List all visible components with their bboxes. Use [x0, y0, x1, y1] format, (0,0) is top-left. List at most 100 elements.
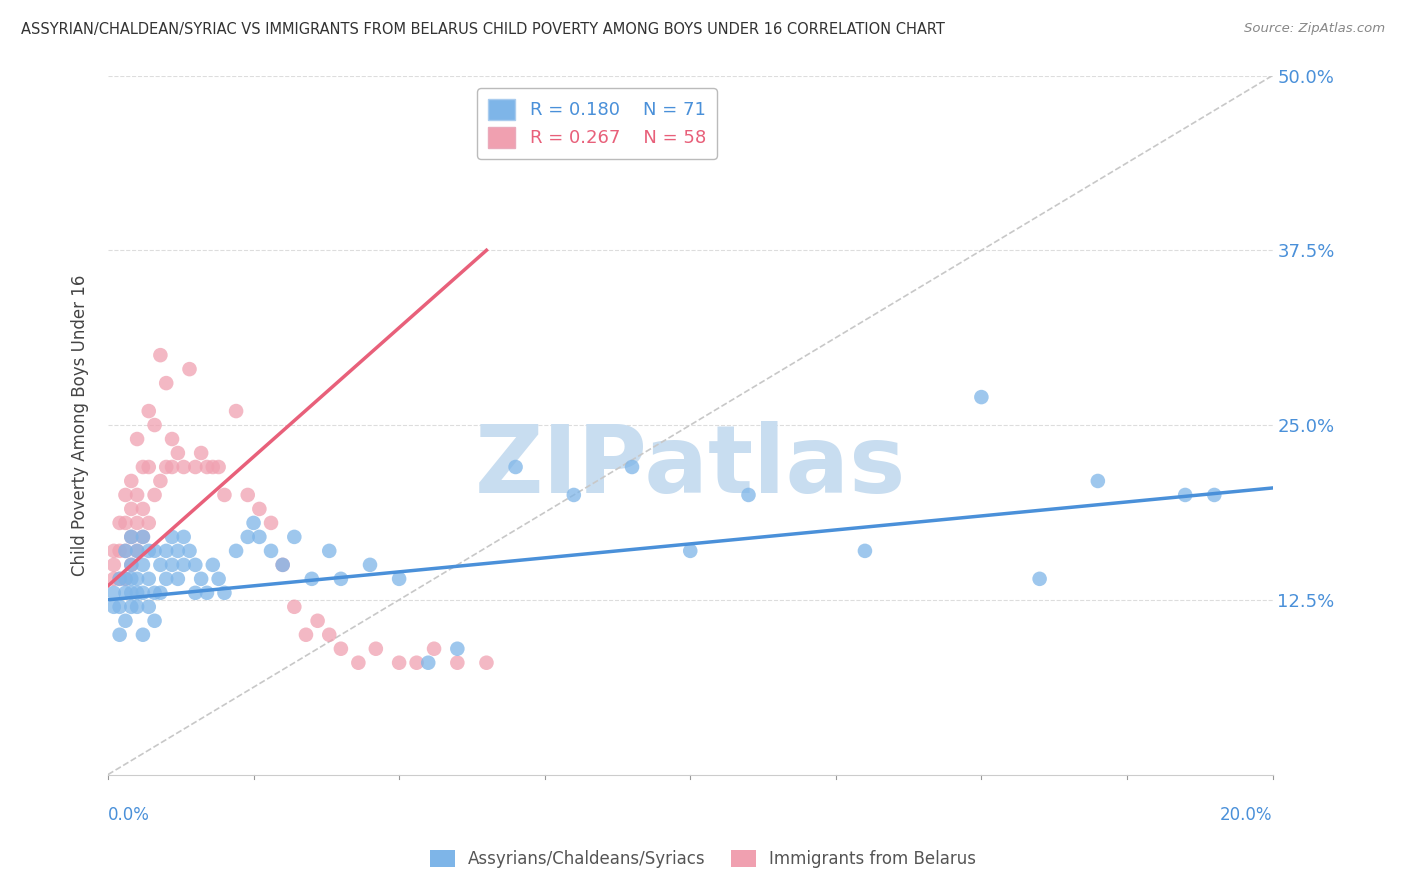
Point [127, 544, 149, 558]
Point [108, 599, 131, 614]
Point [160, 432, 183, 446]
Point [621, 460, 644, 475]
Point [167, 446, 190, 460]
Point [179, 362, 201, 376]
Point [184, 460, 207, 475]
Point [423, 641, 446, 656]
Point [1174, 488, 1197, 502]
Point [108, 628, 131, 642]
Point [127, 572, 149, 586]
Point [114, 516, 136, 530]
Point [271, 558, 294, 572]
Point [103, 558, 125, 572]
Point [329, 641, 352, 656]
Point [127, 586, 149, 600]
Point [167, 572, 190, 586]
Point [190, 572, 212, 586]
Point [149, 474, 172, 488]
Point [970, 390, 993, 404]
Point [120, 558, 142, 572]
Point [853, 544, 876, 558]
Point [562, 488, 585, 502]
Point [347, 656, 370, 670]
Point [120, 558, 142, 572]
Point [283, 530, 305, 544]
Point [184, 586, 207, 600]
Point [505, 460, 527, 475]
Point [155, 572, 177, 586]
Point [160, 558, 183, 572]
Point [236, 488, 259, 502]
Point [260, 516, 283, 530]
Y-axis label: Child Poverty Among Boys Under 16: Child Poverty Among Boys Under 16 [72, 275, 89, 575]
Point [214, 488, 236, 502]
Point [155, 376, 177, 390]
Point [295, 628, 318, 642]
Point [127, 488, 149, 502]
Point [225, 544, 247, 558]
Point [1087, 474, 1109, 488]
Point [271, 558, 294, 572]
Point [132, 530, 155, 544]
Point [236, 530, 259, 544]
Point [138, 516, 160, 530]
Text: ASSYRIAN/CHALDEAN/SYRIAC VS IMMIGRANTS FROM BELARUS CHILD POVERTY AMONG BOYS UND: ASSYRIAN/CHALDEAN/SYRIAC VS IMMIGRANTS F… [21, 22, 945, 37]
Point [120, 586, 142, 600]
Point [179, 544, 201, 558]
Point [114, 544, 136, 558]
Point [195, 586, 218, 600]
Point [388, 656, 411, 670]
Point [114, 572, 136, 586]
Point [120, 572, 142, 586]
Point [132, 628, 155, 642]
Point [138, 572, 160, 586]
Text: ZIPatlas: ZIPatlas [475, 421, 905, 513]
Point [143, 544, 166, 558]
Point [132, 558, 155, 572]
Point [160, 460, 183, 475]
Point [1028, 572, 1050, 586]
Point [155, 460, 177, 475]
Point [127, 599, 149, 614]
Text: Source: ZipAtlas.com: Source: ZipAtlas.com [1244, 22, 1385, 36]
Point [318, 544, 340, 558]
Point [207, 460, 229, 475]
Point [283, 599, 305, 614]
Point [108, 572, 131, 586]
Point [103, 572, 125, 586]
Point [359, 558, 381, 572]
Point [173, 460, 195, 475]
Point [132, 502, 155, 516]
Point [103, 586, 125, 600]
Point [149, 586, 172, 600]
Point [132, 530, 155, 544]
Point [195, 460, 218, 475]
Point [120, 599, 142, 614]
Point [1204, 488, 1226, 502]
Point [120, 474, 142, 488]
Point [143, 614, 166, 628]
Point [242, 516, 264, 530]
Point [127, 432, 149, 446]
Point [201, 460, 224, 475]
Point [247, 530, 270, 544]
Point [149, 558, 172, 572]
Point [737, 488, 759, 502]
Point [127, 516, 149, 530]
Point [318, 628, 340, 642]
Point [190, 446, 212, 460]
Legend: Assyrians/Chaldeans/Syriacs, Immigrants from Belarus: Assyrians/Chaldeans/Syriacs, Immigrants … [423, 843, 983, 875]
Text: 20.0%: 20.0% [1220, 806, 1272, 824]
Point [114, 544, 136, 558]
Point [301, 572, 323, 586]
Point [138, 544, 160, 558]
Point [132, 586, 155, 600]
Point [155, 544, 177, 558]
Point [108, 572, 131, 586]
Point [143, 488, 166, 502]
Point [114, 586, 136, 600]
Point [103, 544, 125, 558]
Point [120, 530, 142, 544]
Point [418, 656, 440, 670]
Point [207, 572, 229, 586]
